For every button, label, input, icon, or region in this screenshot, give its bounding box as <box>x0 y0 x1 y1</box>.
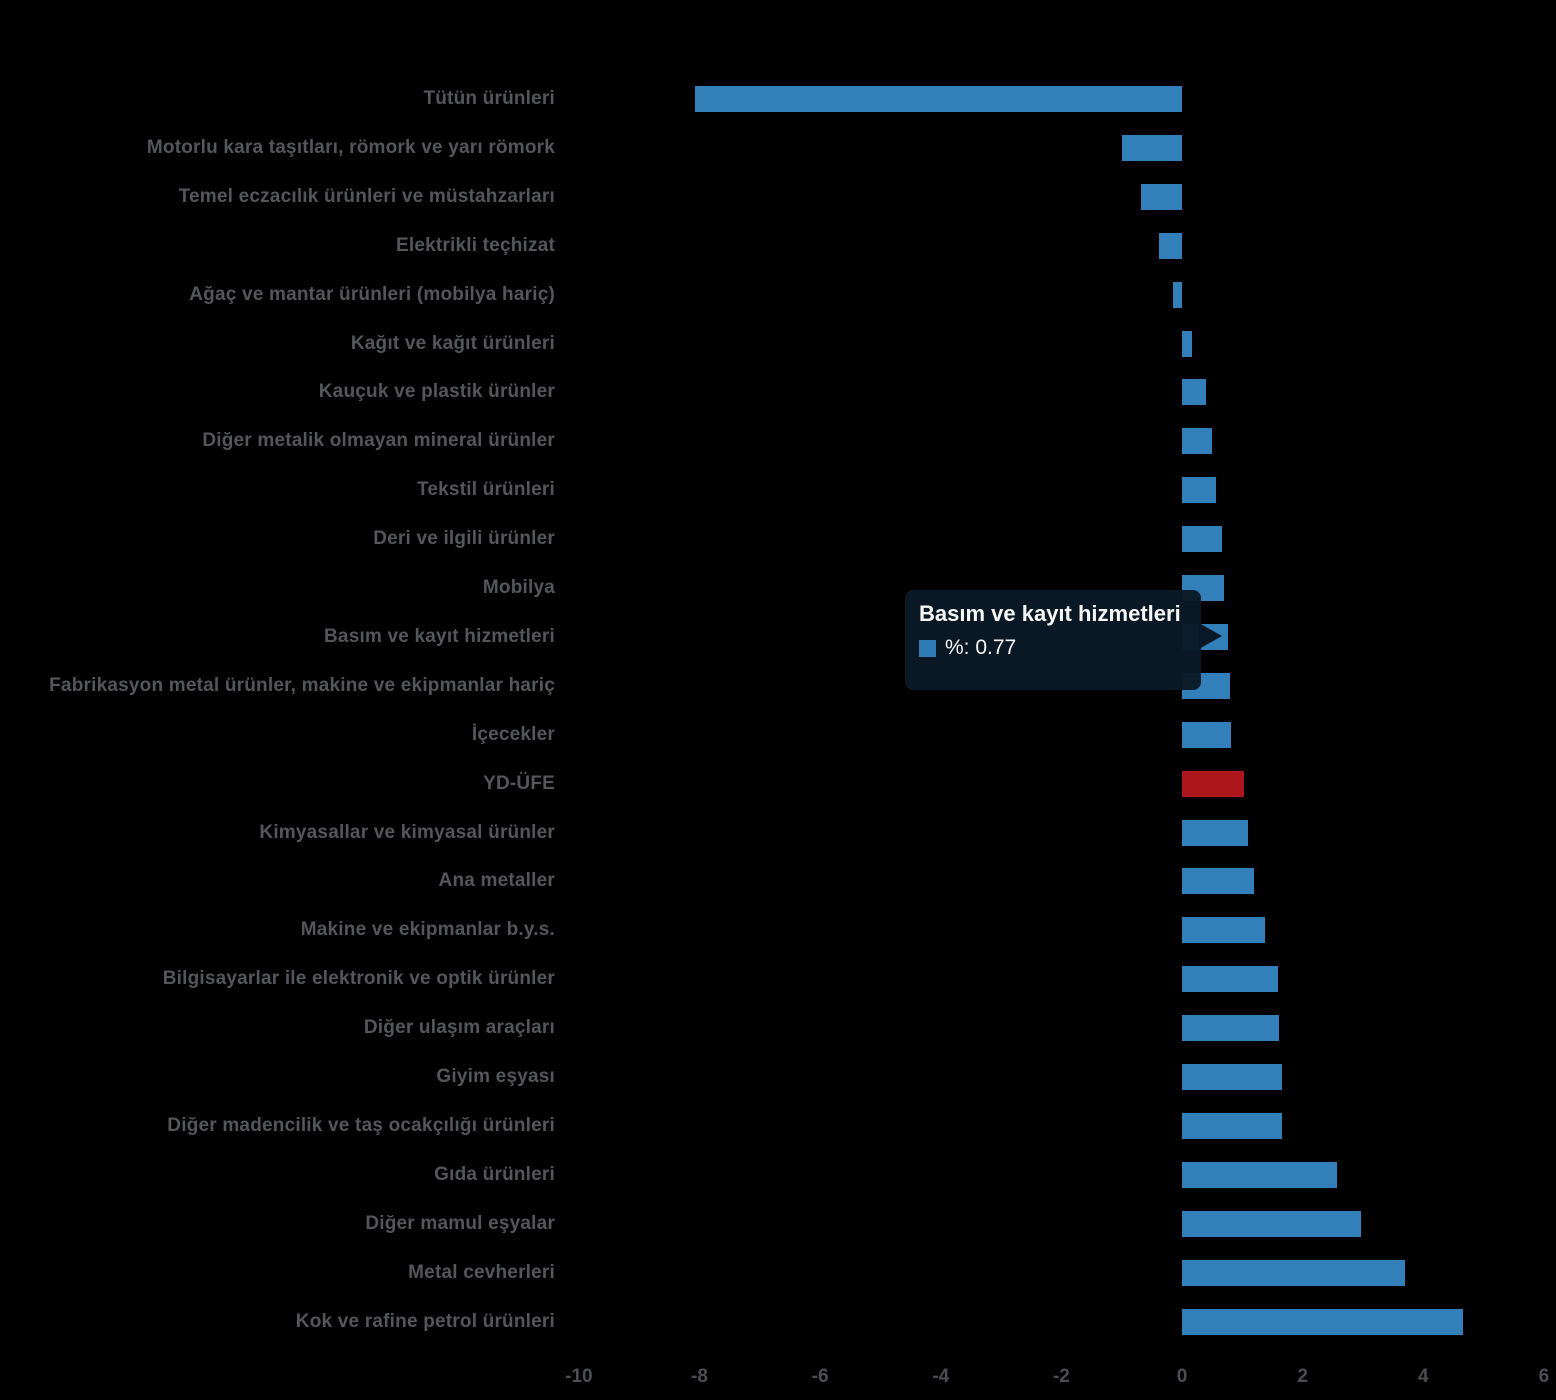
x-tick-label: 4 <box>1418 1366 1429 1387</box>
x-tick-label: 2 <box>1297 1366 1308 1387</box>
category-label: Diğer mamul eşyalar <box>365 1212 555 1234</box>
category-label: Elektrikli teçhizat <box>395 234 555 256</box>
tooltip-arrow-icon <box>1199 623 1222 649</box>
chart-bar[interactable] <box>1182 819 1249 846</box>
tooltip-title: Basım ve kayıt hizmetleri <box>919 601 1181 626</box>
chart-bar[interactable] <box>1182 868 1255 895</box>
x-tick-label: -4 <box>932 1366 950 1387</box>
chart-bar[interactable] <box>1182 330 1193 357</box>
chart-bar[interactable] <box>1182 428 1213 455</box>
chart-bar[interactable] <box>1182 1308 1464 1335</box>
category-label: Kimyasallar ve kimyasal ürünler <box>259 821 555 843</box>
x-tick-label: 6 <box>1538 1366 1550 1387</box>
category-label: Diğer metalik olmayan mineral ürünler <box>202 430 555 452</box>
chart-bar[interactable] <box>1182 1259 1406 1286</box>
category-label: Gıda ürünleri <box>434 1163 555 1185</box>
tooltip-value-row: %: 0.77 <box>919 637 1187 659</box>
x-tick-label: -6 <box>811 1366 829 1387</box>
tooltip-value: %: 0.77 <box>945 636 1017 659</box>
category-label: Diğer ulaşım araçları <box>363 1017 555 1039</box>
category-label: İçecekler <box>471 723 555 745</box>
chart-bar[interactable] <box>1182 966 1278 993</box>
chart-bar[interactable] <box>1182 1015 1280 1042</box>
chart-bar[interactable] <box>1182 1064 1282 1090</box>
category-label: Diğer madencilik ve taş ocakçılığı ürünl… <box>167 1114 555 1136</box>
category-label: Kok ve rafine petrol ürünleri <box>295 1310 555 1332</box>
category-label: Motorlu kara taşıtları, römork ve yarı r… <box>146 136 555 158</box>
chart-bar[interactable] <box>694 86 1183 112</box>
chart-bar[interactable] <box>1172 281 1183 308</box>
category-label: Ana metaller <box>438 870 555 892</box>
chart-bar[interactable] <box>1122 134 1183 161</box>
chart-bar[interactable] <box>1141 183 1183 210</box>
chart-bar[interactable] <box>1182 721 1231 748</box>
category-label: Bilgisayarlar ile elektronik ve optik ür… <box>162 968 555 990</box>
chart-bar[interactable] <box>1182 1210 1362 1237</box>
x-tick-label: 0 <box>1176 1366 1188 1387</box>
tooltip: Basım ve kayıt hizmetleri %: 0.77 <box>905 590 1201 690</box>
x-tick-label: -2 <box>1052 1366 1070 1387</box>
category-label: YD-ÜFE <box>483 772 555 794</box>
category-label: Metal cevherleri <box>408 1261 555 1283</box>
category-label: Makine ve ekipmanlar b.y.s. <box>300 919 555 941</box>
chart-bar[interactable] <box>1182 1161 1338 1188</box>
category-label: Tekstil ürünleri <box>417 479 555 501</box>
category-label: Deri ve ilgili ürünler <box>373 528 555 550</box>
category-label: Temel eczacılık ürünleri ve müstahzarlar… <box>178 185 555 207</box>
chart-bar[interactable] <box>1182 1112 1283 1139</box>
chart-bar[interactable] <box>1182 379 1206 406</box>
category-label: Kağıt ve kağıt ürünleri <box>350 332 555 354</box>
chart-bar[interactable] <box>1158 232 1183 259</box>
category-label: Fabrikasyon metal ürünler, makine ve eki… <box>49 674 555 696</box>
category-label: Giyim eşyası <box>436 1066 555 1087</box>
category-label: Basım ve kayıt hizmetleri <box>324 625 555 647</box>
category-label: Ağaç ve mantar ürünleri (mobilya hariç) <box>189 283 555 305</box>
chart-bar[interactable] <box>1182 477 1217 504</box>
series-swatch-icon <box>919 639 936 657</box>
category-label: Mobilya <box>482 577 555 598</box>
x-tick-label: -8 <box>691 1366 708 1387</box>
chart-bar[interactable] <box>1182 770 1244 797</box>
category-label: Kauçuk ve plastik ürünler <box>318 381 555 403</box>
chart-bar[interactable] <box>1182 526 1222 553</box>
category-label: Tütün ürünleri <box>423 88 555 109</box>
x-tick-label: -10 <box>565 1366 593 1387</box>
chart-bar[interactable] <box>1182 917 1265 944</box>
